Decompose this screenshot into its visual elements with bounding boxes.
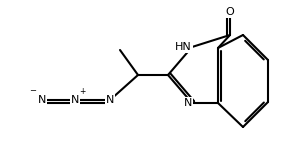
Text: N: N bbox=[183, 98, 192, 108]
Text: −: − bbox=[30, 87, 37, 96]
Text: N: N bbox=[71, 95, 79, 105]
Text: N: N bbox=[38, 95, 46, 105]
Text: +: + bbox=[79, 87, 86, 96]
Text: HN: HN bbox=[175, 42, 192, 52]
Text: O: O bbox=[226, 7, 234, 17]
Text: N: N bbox=[106, 95, 114, 105]
